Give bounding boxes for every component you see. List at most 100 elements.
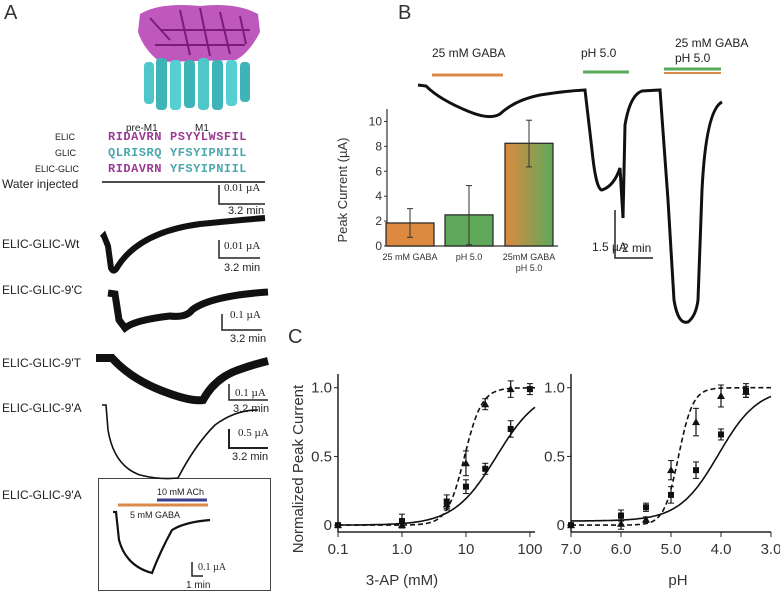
b-current-trace — [417, 83, 723, 324]
trace-label: ELIC-GLIC-Wt — [2, 237, 80, 251]
data-point-square — [443, 498, 450, 505]
application-label-combo-line1: 25 mM GABA — [675, 36, 749, 50]
bar-category-label: 25 mM GABA — [382, 252, 437, 262]
bar-chart-ylabel: Peak Current (µA) — [335, 137, 350, 242]
data-point-triangle — [717, 391, 725, 399]
data-point-triangle — [567, 521, 575, 529]
trace-9a — [102, 404, 259, 480]
x-tick-label: 1.0 — [392, 541, 413, 558]
inset-ach-label: 10 mM ACh — [157, 487, 205, 497]
data-point-square — [462, 483, 469, 490]
panel-letter-b: B — [398, 2, 412, 24]
scale-time-label: 3.2 min — [232, 451, 269, 463]
data-point-triangle — [397, 521, 406, 529]
alignment-m1-seq: YFSYIPNIIL — [170, 146, 248, 160]
data-point-square — [507, 425, 514, 432]
solid-fit-curve — [338, 406, 536, 526]
scale-current-label: 0.1 µA — [230, 309, 261, 321]
data-point-triangle — [481, 400, 490, 408]
alignment-row-name: ELIC-GLIC — [35, 164, 80, 174]
inset-scale-current: 0.1 µA — [198, 562, 226, 573]
scale-current-label: 0.01 µA — [224, 182, 261, 194]
scale-time-label: 3.2 min — [224, 262, 261, 274]
x-tick-label: 3.0 — [761, 541, 780, 558]
x-tick-label: 6.0 — [611, 541, 632, 558]
dashed-fit-curve — [338, 387, 535, 526]
c-xlabel-ph: pH — [668, 572, 687, 589]
alignment-row-name: ELIC — [55, 132, 76, 142]
dashed-fit-curve — [571, 386, 771, 526]
pre-m1-label: pre-M1 — [126, 123, 158, 134]
scale-current-label: 0.1 µA — [235, 387, 266, 399]
scale-time-label: 3.2 min — [228, 205, 265, 217]
data-point-triangle — [461, 459, 470, 467]
x-tick-label: 100 — [517, 541, 542, 558]
bar-y-tick-label: 8 — [375, 139, 382, 153]
data-point-square — [482, 465, 489, 472]
alignment-pre-m1-seq: QLRISRQ — [108, 146, 162, 160]
scale-time-label: 3.2 min — [233, 403, 270, 415]
bar-category-label: pH 5.0 — [456, 252, 483, 262]
solid-fit-curve — [571, 395, 772, 522]
bar-y-tick-label: 6 — [375, 164, 382, 178]
alignment-pre-m1-seq: RIDAVRN — [108, 162, 162, 176]
x-tick-label: 0.1 — [328, 541, 349, 558]
panel-letter-a: A — [4, 2, 18, 24]
inset-trace-label: ELIC-GLIC-9'A — [2, 488, 82, 502]
data-point-triangle — [692, 418, 700, 426]
data-point-square — [618, 512, 624, 519]
ecd-ribbon — [138, 5, 260, 62]
alignment-m1-seq: YFSYIPNIIL — [170, 162, 248, 176]
scale-current-label: 0.01 µA — [224, 240, 261, 252]
data-point-triangle — [334, 521, 342, 529]
data-point-triangle — [617, 519, 625, 527]
m1-label: M1 — [195, 123, 209, 134]
data-point-square — [718, 431, 724, 438]
tmd-helices — [144, 58, 250, 110]
bar — [385, 222, 435, 247]
x-tick-label: 7.0 — [561, 541, 582, 558]
bar-y-tick-label: 4 — [375, 189, 382, 203]
bar — [444, 214, 494, 247]
x-tick-label: 10 — [458, 541, 475, 558]
bar-category-label: pH 5.0 — [516, 263, 543, 273]
y-tick-label: 1.0 — [311, 380, 332, 397]
bar-y-tick-label: 0 — [375, 239, 382, 253]
bar — [504, 142, 554, 247]
data-point-square — [398, 518, 405, 525]
y-tick-label: 0 — [557, 517, 565, 534]
y-tick-label: 0.5 — [311, 448, 332, 465]
y-tick-label: 1.0 — [544, 380, 565, 397]
application-label-ph: pH 5.0 — [581, 46, 617, 60]
scale-current-label: 0.5 µA — [238, 427, 269, 439]
data-point-triangle — [506, 385, 515, 393]
data-point-triangle — [642, 515, 650, 523]
trace-label: ELIC-GLIC-9'C — [2, 283, 83, 297]
data-point-square — [693, 467, 699, 474]
trace-label: ELIC-GLIC-9'T — [2, 356, 81, 370]
bar-category-label: 25mM GABA — [503, 252, 556, 262]
inset-gaba-label: 5 mM GABA — [130, 510, 181, 520]
alignment-pre-m1-seq: RIDAVRN — [108, 130, 162, 144]
y-tick-label: 0 — [324, 517, 332, 534]
bar-y-tick-label: 2 — [375, 214, 382, 228]
data-point-triangle — [442, 500, 451, 508]
data-point-square — [335, 522, 341, 529]
x-tick-label: 5.0 — [661, 541, 682, 558]
bar-y-tick-label: 10 — [369, 114, 383, 128]
alignment-m1-seq: PSYYLWSFIL — [170, 130, 248, 144]
data-point-square — [526, 386, 533, 393]
inset-scale-time: 1 min — [186, 580, 211, 591]
x-tick-label: 4.0 — [711, 541, 732, 558]
b-scale-time: 2 min — [622, 241, 652, 255]
scale-time-label: 3.2 min — [230, 333, 267, 345]
trace-label: Water injected — [2, 177, 79, 191]
c-xlabel-3ap: 3-AP (mM) — [366, 572, 438, 589]
data-point-triangle — [742, 387, 750, 395]
c-ylabel: Normalized Peak Current — [290, 384, 307, 553]
data-point-square — [668, 491, 674, 498]
data-point-square — [743, 387, 749, 394]
application-label-combo-line2: pH 5.0 — [675, 51, 711, 65]
trace-label: ELIC-GLIC-9'A — [2, 401, 82, 415]
y-tick-label: 0.5 — [544, 448, 565, 465]
